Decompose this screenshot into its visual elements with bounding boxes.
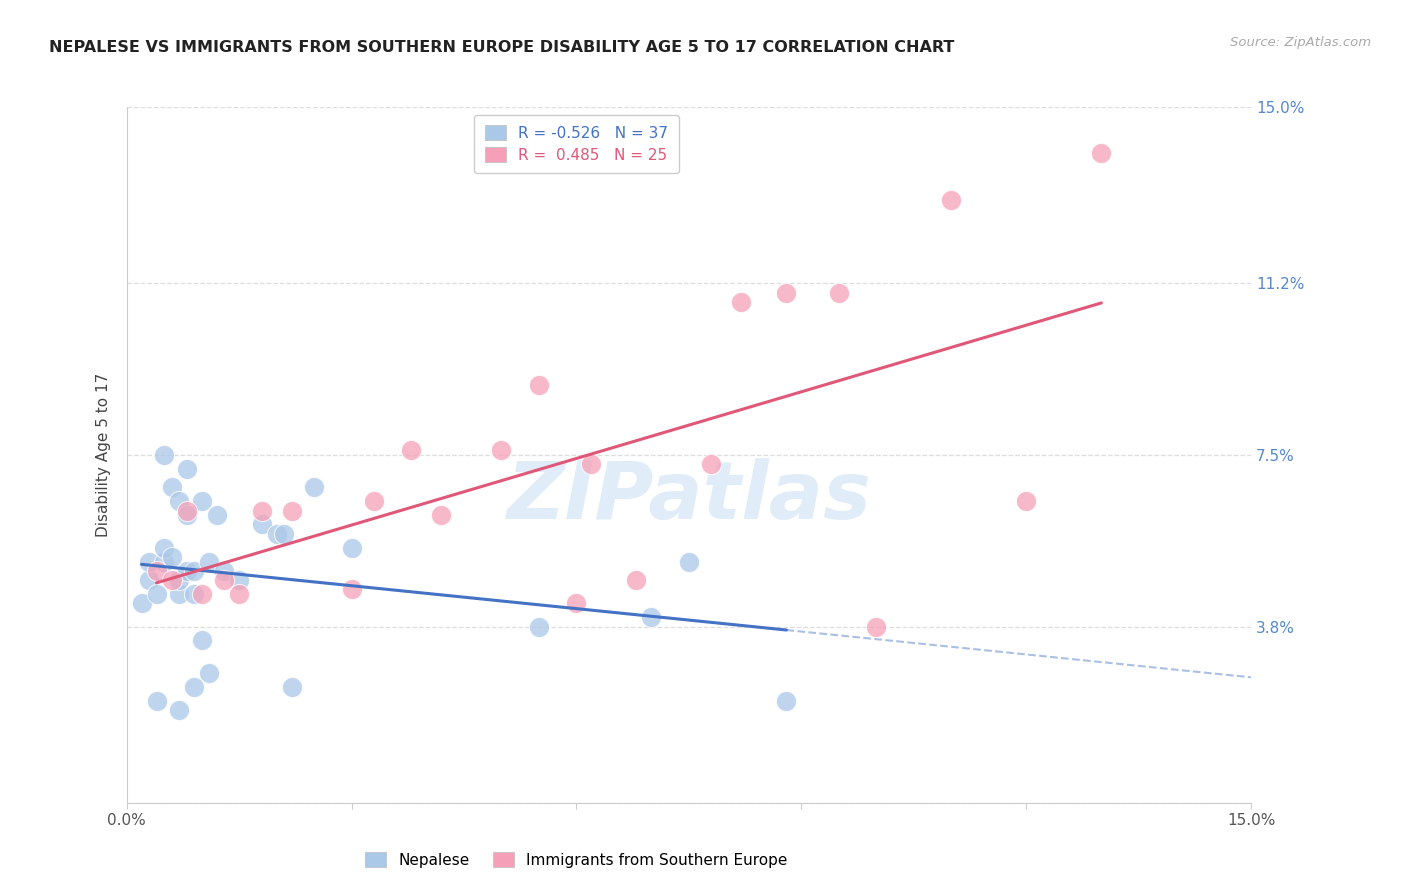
Point (1015, 494, 1038, 508)
Point (160, 549, 183, 564)
Point (153, 448, 176, 462)
Text: Source: ZipAtlas.com: Source: ZipAtlas.com (1230, 36, 1371, 49)
Point (176, 508, 198, 523)
Point (730, 294, 752, 309)
Point (145, 564, 167, 578)
Point (212, 573, 235, 587)
Point (190, 494, 212, 508)
Point (183, 564, 205, 578)
Point (865, 619, 887, 633)
Point (228, 573, 250, 587)
Point (153, 541, 176, 555)
Text: ZIPatlas: ZIPatlas (506, 458, 872, 536)
Point (228, 587, 250, 601)
Point (1090, 146, 1112, 161)
Point (401, 443, 423, 458)
Point (205, 508, 228, 523)
Point (176, 462, 198, 476)
Point (190, 633, 212, 648)
Point (340, 541, 363, 555)
Y-axis label: Disability Age 5 to 17: Disability Age 5 to 17 (96, 373, 111, 537)
Point (212, 564, 235, 578)
Point (640, 610, 662, 624)
Point (700, 457, 723, 471)
Point (565, 596, 588, 610)
Point (280, 680, 302, 694)
Point (491, 443, 513, 458)
Point (167, 587, 190, 601)
Point (198, 665, 221, 680)
Point (145, 694, 167, 708)
Point (775, 285, 797, 300)
Point (145, 587, 167, 601)
Point (160, 480, 183, 494)
Point (363, 494, 385, 508)
Point (941, 193, 963, 207)
Point (340, 582, 363, 597)
Point (828, 285, 851, 300)
Point (250, 517, 273, 532)
Point (678, 555, 700, 569)
Point (302, 480, 325, 494)
Point (190, 587, 212, 601)
Point (183, 680, 205, 694)
Point (430, 508, 453, 523)
Point (775, 694, 797, 708)
Legend: Nepalese, Immigrants from Southern Europe: Nepalese, Immigrants from Southern Europ… (357, 845, 796, 875)
Point (280, 503, 302, 517)
Point (131, 596, 153, 610)
Point (266, 526, 288, 541)
Point (167, 573, 190, 587)
Point (167, 494, 190, 508)
Point (138, 573, 160, 587)
Point (581, 457, 603, 471)
Point (176, 503, 198, 517)
Point (250, 503, 273, 517)
Point (198, 555, 221, 569)
Point (183, 587, 205, 601)
Point (626, 573, 648, 587)
Point (138, 555, 160, 569)
Point (176, 564, 198, 578)
Point (273, 526, 295, 541)
Point (167, 703, 190, 717)
Point (160, 573, 183, 587)
Text: NEPALESE VS IMMIGRANTS FROM SOUTHERN EUROPE DISABILITY AGE 5 TO 17 CORRELATION C: NEPALESE VS IMMIGRANTS FROM SOUTHERN EUR… (49, 40, 955, 55)
Point (153, 555, 176, 569)
Point (527, 378, 550, 392)
Point (527, 619, 550, 633)
